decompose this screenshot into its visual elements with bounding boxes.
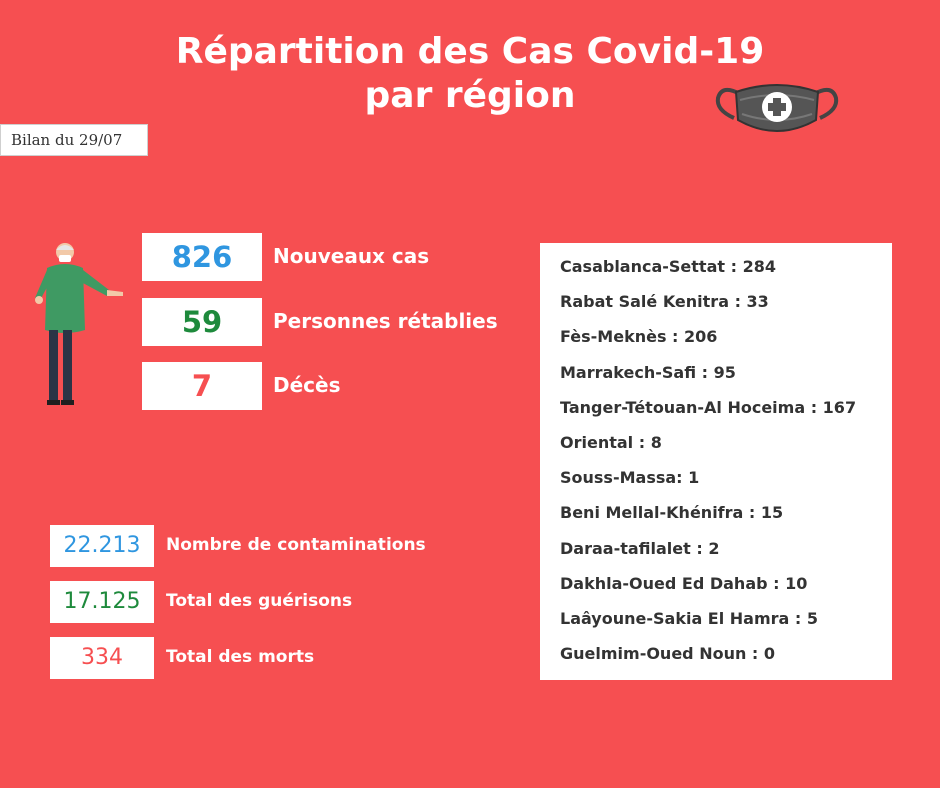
region-item: Fès-Meknès : 206 bbox=[560, 327, 718, 347]
region-item: Beni Mellal-Khénifra : 15 bbox=[560, 503, 784, 523]
region-item: Souss-Massa: 1 bbox=[560, 468, 700, 488]
region-item: Rabat Salé Kenitra : 33 bbox=[560, 292, 769, 312]
page-title: Répartition des Cas Covid-19 par région bbox=[0, 30, 940, 118]
region-item: Tanger-Tétouan-Al Hoceima : 167 bbox=[560, 397, 857, 417]
title-line-2: par région bbox=[364, 75, 576, 116]
total-deaths-value: 334 bbox=[50, 637, 154, 679]
total-recoveries-value: 17.125 bbox=[50, 581, 154, 623]
recovered-value: 59 bbox=[142, 298, 262, 346]
deaths-value: 7 bbox=[142, 362, 262, 410]
doctor-illustration bbox=[35, 243, 123, 405]
region-item: Oriental : 8 bbox=[560, 432, 662, 452]
deaths-label: Décès bbox=[273, 373, 341, 397]
regions-panel: Casablanca-Settat : 284 Rabat Salé Kenit… bbox=[540, 243, 892, 680]
total-contaminations-label: Nombre de contaminations bbox=[166, 535, 426, 555]
bilan-date-label: Bilan du 29/07 bbox=[0, 124, 148, 156]
recovered-label: Personnes rétablies bbox=[273, 309, 498, 333]
region-item: Dakhla-Oued Ed Dahab : 10 bbox=[560, 573, 808, 593]
title-line-1: Répartition des Cas Covid-19 bbox=[175, 31, 765, 72]
region-item: Marrakech-Safi : 95 bbox=[560, 362, 736, 382]
new-cases-label: Nouveaux cas bbox=[273, 244, 430, 268]
new-cases-value: 826 bbox=[142, 233, 262, 281]
region-item: Guelmim-Oued Noun : 0 bbox=[560, 644, 776, 664]
total-recoveries-label: Total des guérisons bbox=[166, 591, 353, 611]
regions-list: Casablanca-Settat : 284 Rabat Salé Kenit… bbox=[560, 253, 892, 675]
medical-mask-icon bbox=[715, 84, 839, 132]
region-item: Casablanca-Settat : 284 bbox=[560, 257, 776, 276]
region-item: Daraa-tafilalet : 2 bbox=[560, 538, 720, 558]
total-deaths-label: Total des morts bbox=[166, 647, 315, 667]
region-item: Laâyoune-Sakia El Hamra : 5 bbox=[560, 608, 819, 628]
total-contaminations-value: 22.213 bbox=[50, 525, 154, 567]
